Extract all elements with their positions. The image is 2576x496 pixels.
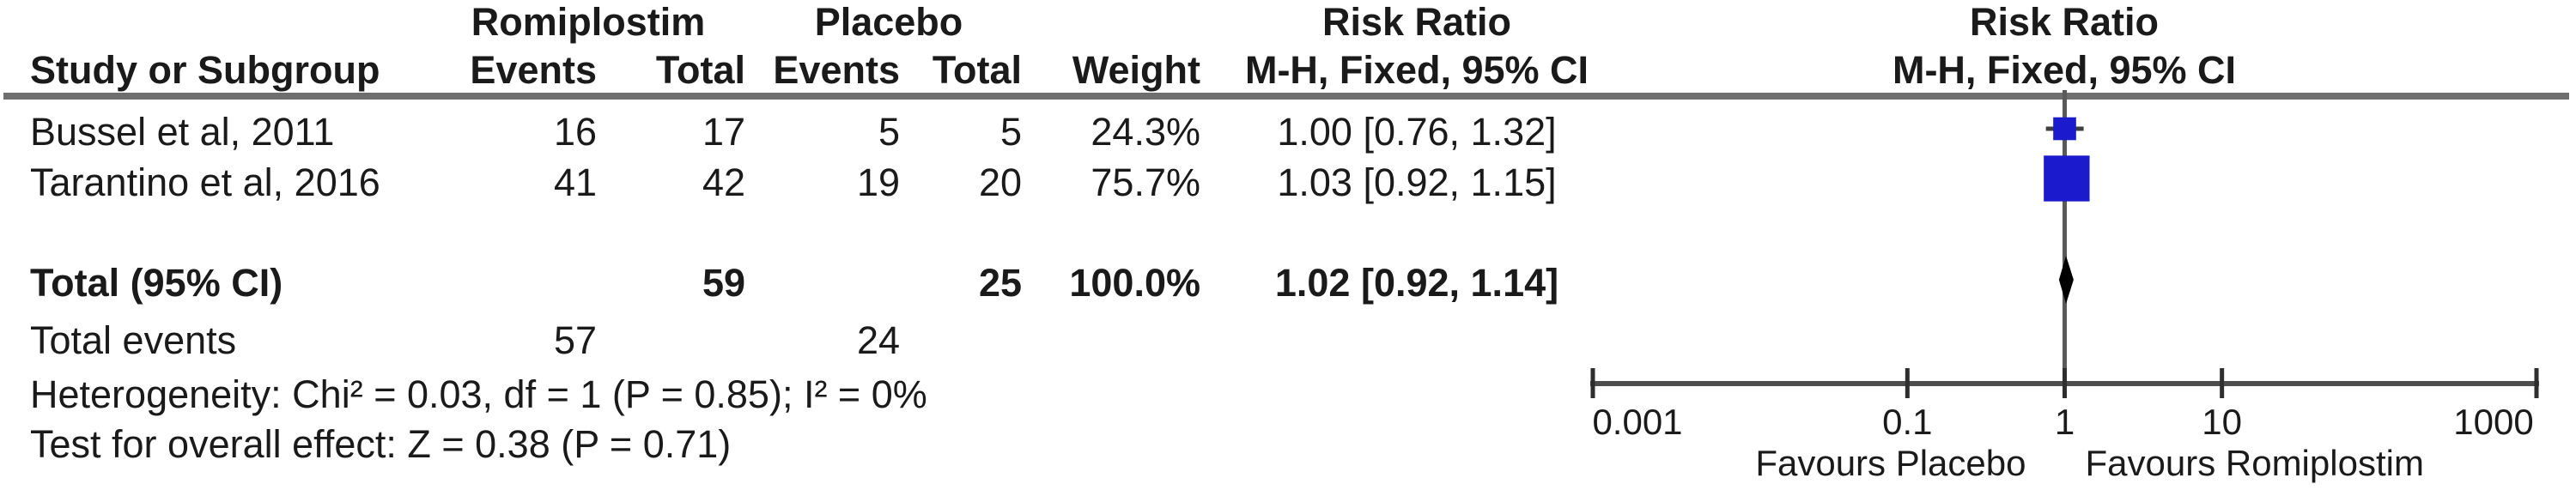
total-row-label: Total (95% CI) xyxy=(30,261,283,305)
group2-header: Placebo xyxy=(814,0,963,44)
events1-value: 41 xyxy=(553,160,597,204)
weight-value: 75.7% xyxy=(1091,160,1200,204)
total-events2-value: 24 xyxy=(856,318,900,362)
study-name: Tarantino et al, 2016 xyxy=(30,160,380,204)
favours-right-label: Favours Romiplostim xyxy=(2086,443,2424,483)
overall-effect-stat: Test for overall effect: Z = 0.38 (P = 0… xyxy=(30,422,732,466)
tick-label: 1 xyxy=(2055,402,2075,442)
total2-sum: 25 xyxy=(978,261,1022,305)
total1-sum: 59 xyxy=(702,261,745,305)
ci-value: 1.00 [0.76, 1.32] xyxy=(1277,110,1557,154)
total-events1-value: 57 xyxy=(553,318,597,362)
events1-value: 16 xyxy=(553,110,597,154)
total1-value: 42 xyxy=(702,160,745,204)
study-column-header: Study or Subgroup xyxy=(30,48,380,92)
events1-column-header: Events xyxy=(470,48,597,92)
tick-label: 10 xyxy=(2202,402,2242,442)
study-name: Bussel et al, 2011 xyxy=(30,110,335,154)
heterogeneity-stat: Heterogeneity: Chi² = 0.03, df = 1 (P = … xyxy=(30,372,927,416)
study-marker xyxy=(2044,155,2090,202)
tick-label: 0.001 xyxy=(1592,402,1682,442)
tick-label: 1000 xyxy=(2453,402,2533,442)
tick-label: 0.1 xyxy=(1882,402,1932,442)
study-marker xyxy=(2053,117,2076,141)
total2-value: 5 xyxy=(999,110,1022,154)
total-weight: 100.0% xyxy=(1069,261,1200,305)
effect-column-subheader: M-H, Fixed, 95% CI xyxy=(1244,48,1589,92)
group1-header: Romiplostim xyxy=(471,0,706,44)
plot-column-subheader: M-H, Fixed, 95% CI xyxy=(1892,48,2237,92)
events2-column-header: Events xyxy=(773,48,900,92)
ci-value: 1.03 [0.92, 1.15] xyxy=(1277,160,1557,204)
events2-value: 19 xyxy=(856,160,900,204)
weight-column-header: Weight xyxy=(1072,48,1200,92)
total-ci-value: 1.02 [0.92, 1.14] xyxy=(1274,261,1559,305)
total2-value: 20 xyxy=(978,160,1022,204)
weight-value: 24.3% xyxy=(1091,110,1200,154)
total-events-label: Total events xyxy=(30,318,237,362)
events2-value: 5 xyxy=(878,110,900,154)
total1-column-header: Total xyxy=(655,48,745,92)
favours-left-label: Favours Placebo xyxy=(1755,443,2026,483)
plot-column-title: Risk Ratio xyxy=(1969,0,2160,44)
total-diamond xyxy=(2058,256,2074,304)
total1-value: 17 xyxy=(702,110,745,154)
header-rule xyxy=(3,93,2569,100)
effect-column-title: Risk Ratio xyxy=(1321,0,1512,44)
total2-column-header: Total xyxy=(932,48,1022,92)
